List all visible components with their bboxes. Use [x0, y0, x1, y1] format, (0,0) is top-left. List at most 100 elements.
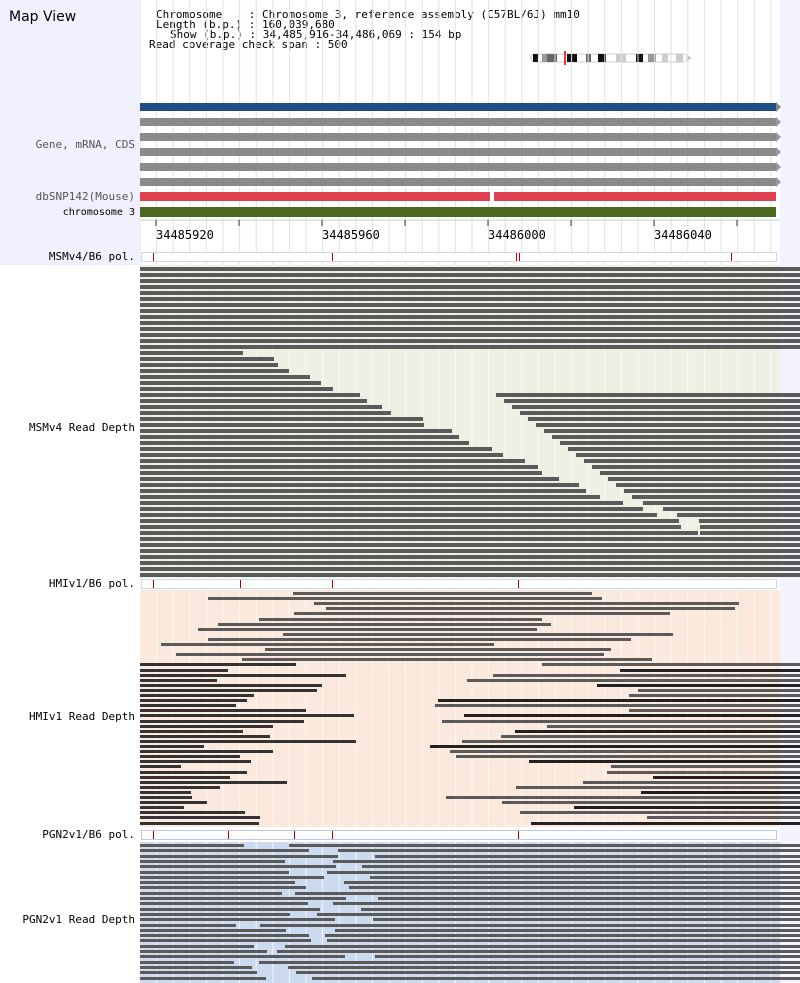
- sequence-read[interactable]: [295, 891, 800, 895]
- sequence-read[interactable]: [528, 417, 800, 421]
- sequence-read[interactable]: [140, 363, 278, 367]
- sequence-read[interactable]: [140, 939, 311, 943]
- sequence-read[interactable]: [140, 345, 800, 349]
- sequence-read[interactable]: [140, 375, 310, 379]
- sequence-read[interactable]: [700, 561, 800, 565]
- sequence-read[interactable]: [198, 627, 537, 631]
- sequence-read[interactable]: [700, 537, 800, 541]
- sequence-read[interactable]: [464, 714, 800, 718]
- hmi-pol-strip[interactable]: [141, 579, 777, 589]
- sequence-read[interactable]: [140, 902, 308, 906]
- sequence-read[interactable]: [140, 714, 354, 718]
- sequence-read[interactable]: [140, 765, 181, 769]
- sequence-read[interactable]: [467, 678, 800, 682]
- sequence-read[interactable]: [536, 423, 800, 427]
- sequence-read[interactable]: [140, 483, 579, 487]
- sequence-read[interactable]: [361, 907, 800, 911]
- msm-pol-strip[interactable]: [141, 252, 777, 262]
- sequence-read[interactable]: [592, 465, 800, 469]
- sequence-read[interactable]: [140, 849, 309, 853]
- chromosome-track-bar[interactable]: [140, 207, 776, 217]
- sequence-read[interactable]: [314, 602, 739, 606]
- sequence-read[interactable]: [643, 501, 800, 505]
- gene-track-gray[interactable]: [140, 133, 776, 141]
- sequence-read[interactable]: [178, 297, 800, 301]
- sequence-read[interactable]: [140, 790, 191, 794]
- sequence-read[interactable]: [140, 881, 295, 885]
- sequence-read[interactable]: [434, 285, 800, 289]
- sequence-read[interactable]: [140, 934, 309, 938]
- sequence-read[interactable]: [140, 453, 503, 457]
- sequence-read[interactable]: [529, 760, 800, 764]
- sequence-read[interactable]: [140, 477, 559, 481]
- sequence-read[interactable]: [583, 780, 800, 784]
- sequence-read[interactable]: [338, 849, 800, 853]
- polymorphism-mark[interactable]: [332, 831, 333, 839]
- sequence-read[interactable]: [140, 816, 260, 820]
- sequence-read[interactable]: [296, 971, 800, 975]
- sequence-read[interactable]: [140, 785, 220, 789]
- sequence-read[interactable]: [140, 811, 245, 815]
- sequence-read[interactable]: [140, 543, 728, 547]
- polymorphism-mark[interactable]: [516, 253, 517, 261]
- sequence-read[interactable]: [140, 531, 698, 535]
- sequence-read[interactable]: [140, 537, 714, 541]
- sequence-read[interactable]: [140, 417, 423, 421]
- sequence-read[interactable]: [140, 357, 274, 361]
- sequence-read[interactable]: [597, 683, 800, 687]
- sequence-read[interactable]: [430, 745, 800, 748]
- sequence-read[interactable]: [140, 267, 800, 271]
- sequence-read[interactable]: [700, 573, 800, 577]
- sequence-read[interactable]: [140, 944, 254, 948]
- sequence-read[interactable]: [140, 678, 217, 682]
- sequence-read[interactable]: [140, 429, 452, 433]
- polymorphism-mark[interactable]: [731, 253, 732, 261]
- sequence-read[interactable]: [327, 939, 800, 943]
- hmi-read-panel[interactable]: [140, 590, 800, 827]
- sequence-read[interactable]: [140, 870, 289, 874]
- polymorphism-mark[interactable]: [332, 580, 333, 588]
- sequence-read[interactable]: [362, 865, 800, 869]
- sequence-read[interactable]: [140, 381, 321, 385]
- sequence-read[interactable]: [140, 561, 773, 565]
- sequence-read[interactable]: [140, 471, 542, 475]
- sequence-read[interactable]: [140, 683, 322, 687]
- sequence-read[interactable]: [663, 507, 800, 511]
- gene-track-gray[interactable]: [140, 163, 776, 171]
- sequence-read[interactable]: [140, 309, 800, 313]
- sequence-read[interactable]: [446, 796, 800, 799]
- sequence-read[interactable]: [317, 912, 800, 916]
- sequence-read[interactable]: [140, 663, 296, 667]
- sequence-read[interactable]: [140, 303, 800, 307]
- polymorphism-mark[interactable]: [228, 831, 229, 839]
- sequence-read[interactable]: [140, 729, 243, 733]
- sequence-read[interactable]: [611, 765, 800, 769]
- dbsnp-bar-left[interactable]: [140, 192, 490, 201]
- sequence-read[interactable]: [140, 525, 681, 529]
- sequence-read[interactable]: [700, 555, 800, 559]
- sequence-read[interactable]: [542, 663, 800, 667]
- polymorphism-mark[interactable]: [519, 253, 520, 261]
- sequence-read[interactable]: [140, 688, 317, 692]
- sequence-read[interactable]: [608, 477, 800, 481]
- sequence-read[interactable]: [140, 555, 759, 559]
- sequence-read[interactable]: [140, 673, 346, 677]
- sequence-read[interactable]: [700, 549, 800, 553]
- sequence-read[interactable]: [140, 387, 333, 391]
- sequence-read[interactable]: [140, 513, 657, 517]
- sequence-read[interactable]: [140, 321, 800, 325]
- sequence-read[interactable]: [560, 441, 800, 445]
- gene-track-gray[interactable]: [140, 178, 776, 186]
- sequence-read[interactable]: [140, 965, 252, 969]
- sequence-read[interactable]: [576, 453, 800, 457]
- sequence-read[interactable]: [208, 597, 602, 601]
- sequence-read[interactable]: [140, 507, 643, 511]
- sequence-read[interactable]: [140, 411, 391, 415]
- polymorphism-mark[interactable]: [240, 580, 241, 588]
- sequence-read[interactable]: [283, 632, 673, 636]
- sequence-read[interactable]: [140, 950, 267, 953]
- sequence-read[interactable]: [516, 785, 800, 789]
- sequence-read[interactable]: [700, 525, 800, 529]
- sequence-read[interactable]: [632, 495, 800, 499]
- sequence-read[interactable]: [140, 668, 228, 672]
